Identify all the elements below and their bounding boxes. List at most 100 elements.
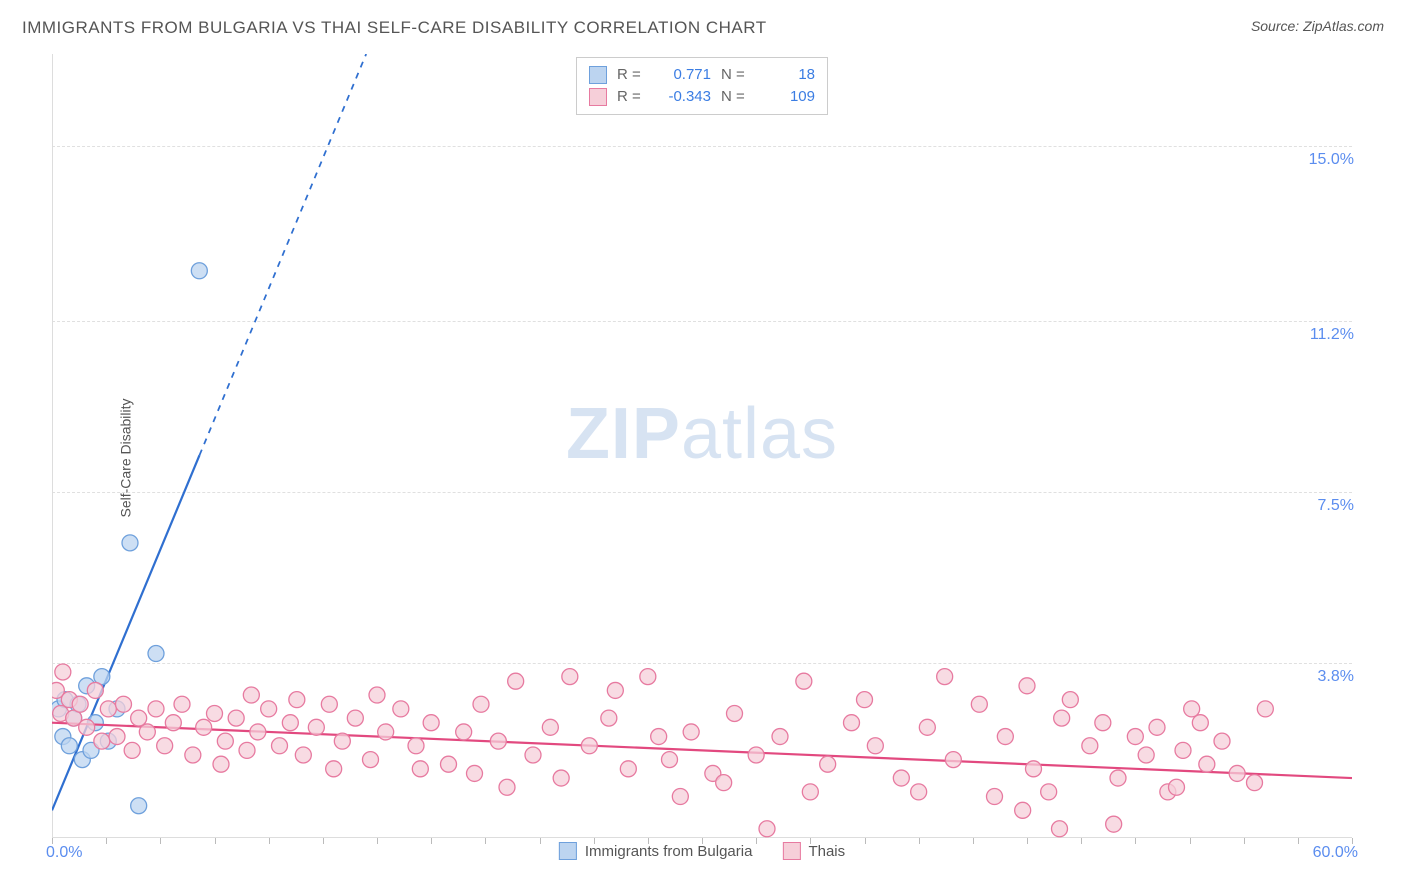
x-tick: [1135, 838, 1136, 844]
data-point-thai: [748, 747, 764, 763]
data-point-thai: [987, 788, 1003, 804]
data-point-thai: [1106, 816, 1122, 832]
data-point-thai: [662, 752, 678, 768]
x-tick: [1190, 838, 1191, 844]
data-point-thai: [1026, 761, 1042, 777]
data-point-thai: [893, 770, 909, 786]
data-point-thai: [165, 715, 181, 731]
legend-swatch: [589, 88, 607, 106]
y-tick-label: 7.5%: [1318, 497, 1354, 515]
legend-N-label: N =: [721, 86, 749, 108]
data-point-thai: [467, 765, 483, 781]
legend-row-bulgaria: R =0.771N =18: [589, 64, 815, 86]
x-tick: [1081, 838, 1082, 844]
series-legend-label: Thais: [808, 843, 845, 860]
data-point-thai: [1214, 733, 1230, 749]
x-tick: [1244, 838, 1245, 844]
data-point-bulgaria: [61, 738, 77, 754]
axis-origin-label: 0.0%: [46, 844, 82, 862]
data-point-thai: [261, 701, 277, 717]
data-point-thai: [499, 779, 515, 795]
data-point-thai: [716, 775, 732, 791]
data-point-thai: [607, 682, 623, 698]
data-point-thai: [321, 696, 337, 712]
page: IMMIGRANTS FROM BULGARIA VS THAI SELF-CA…: [0, 0, 1406, 892]
data-point-thai: [542, 719, 558, 735]
data-point-thai: [672, 788, 688, 804]
data-point-thai: [490, 733, 506, 749]
data-point-thai: [185, 747, 201, 763]
data-point-thai: [1062, 692, 1078, 708]
data-point-thai: [456, 724, 472, 740]
data-point-thai: [919, 719, 935, 735]
data-point-thai: [250, 724, 266, 740]
legend-swatch: [782, 842, 800, 860]
trend-line-bulgaria-dashed: [200, 54, 367, 455]
data-point-thai: [196, 719, 212, 735]
data-point-thai: [55, 664, 71, 680]
data-point-thai: [1019, 678, 1035, 694]
data-point-thai: [508, 673, 524, 689]
data-point-thai: [213, 756, 229, 772]
data-point-thai: [94, 733, 110, 749]
x-tick: [1298, 838, 1299, 844]
correlation-legend: R =0.771N =18R =-0.343N =109: [576, 57, 828, 115]
legend-N-value: 18: [759, 64, 815, 86]
data-point-thai: [997, 729, 1013, 745]
data-point-thai: [937, 669, 953, 685]
data-point-thai: [911, 784, 927, 800]
data-point-thai: [1127, 729, 1143, 745]
data-point-thai: [562, 669, 578, 685]
legend-N-value: 109: [759, 86, 815, 108]
data-point-thai: [802, 784, 818, 800]
data-point-thai: [174, 696, 190, 712]
legend-row-thai: R =-0.343N =109: [589, 86, 815, 108]
data-point-thai: [867, 738, 883, 754]
data-point-thai: [412, 761, 428, 777]
data-point-thai: [601, 710, 617, 726]
data-point-thai: [148, 701, 164, 717]
data-point-thai: [239, 742, 255, 758]
legend-R-label: R =: [617, 64, 645, 86]
data-point-thai: [217, 733, 233, 749]
data-point-thai: [1184, 701, 1200, 717]
data-point-bulgaria: [122, 535, 138, 551]
legend-R-value: -0.343: [655, 86, 711, 108]
data-point-thai: [1175, 742, 1191, 758]
data-point-thai: [378, 724, 394, 740]
data-point-thai: [683, 724, 699, 740]
data-point-thai: [116, 696, 132, 712]
legend-swatch: [559, 842, 577, 860]
x-tick: [431, 838, 432, 844]
data-point-thai: [326, 761, 342, 777]
data-point-thai: [1082, 738, 1098, 754]
data-point-thai: [525, 747, 541, 763]
x-axis-end-label: 60.0%: [1313, 844, 1358, 862]
x-tick: [323, 838, 324, 844]
data-point-thai: [272, 738, 288, 754]
data-point-thai: [308, 719, 324, 735]
data-point-thai: [1149, 719, 1165, 735]
data-point-thai: [79, 719, 95, 735]
data-point-bulgaria: [191, 263, 207, 279]
data-point-thai: [423, 715, 439, 731]
data-point-thai: [408, 738, 424, 754]
legend-N-label: N =: [721, 64, 749, 86]
series-legend-label: Immigrants from Bulgaria: [585, 843, 753, 860]
x-tick: [485, 838, 486, 844]
x-tick: [919, 838, 920, 844]
data-point-thai: [759, 821, 775, 837]
x-tick: [106, 838, 107, 844]
source-credit: Source: ZipAtlas.com: [1251, 18, 1384, 34]
data-point-thai: [334, 733, 350, 749]
x-tick: [1027, 838, 1028, 844]
data-point-thai: [796, 673, 812, 689]
data-point-thai: [1229, 765, 1245, 781]
data-point-thai: [971, 696, 987, 712]
x-tick: [215, 838, 216, 844]
data-point-thai: [820, 756, 836, 772]
data-point-thai: [1192, 715, 1208, 731]
data-point-thai: [1169, 779, 1185, 795]
data-point-thai: [347, 710, 363, 726]
data-point-thai: [1247, 775, 1263, 791]
